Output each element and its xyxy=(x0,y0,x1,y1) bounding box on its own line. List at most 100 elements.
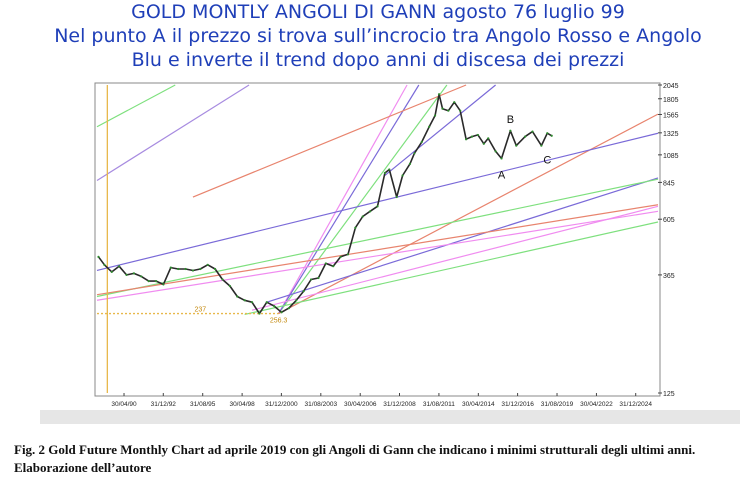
x-tick-label: 31/08/95 xyxy=(190,401,216,408)
gann-line-8 xyxy=(96,132,659,272)
price-point xyxy=(302,290,305,293)
price-series-group xyxy=(97,93,553,315)
gold-gann-chart: 125 365 605 845 1085 1325 1565 1805 2045 30/04/9… xyxy=(94,82,679,408)
price-point xyxy=(191,269,195,272)
gann-line-4 xyxy=(278,84,420,314)
price-point xyxy=(361,215,364,218)
annotation-C: C xyxy=(543,155,551,167)
y-tick-label: 1085 xyxy=(663,153,679,160)
annotation-A: A xyxy=(498,169,506,181)
gann-line-2 xyxy=(278,84,408,314)
y-tick-label: 1325 xyxy=(663,131,679,138)
price-point xyxy=(147,280,150,283)
price-point xyxy=(459,109,462,112)
price-point xyxy=(388,168,391,171)
price-point xyxy=(228,284,231,288)
price-point xyxy=(287,307,291,310)
x-tick-label: 31/08/2003 xyxy=(305,401,338,408)
price-point xyxy=(500,157,503,160)
price-point xyxy=(464,138,468,141)
price-point xyxy=(258,312,261,315)
price-point xyxy=(250,301,254,304)
price-point xyxy=(447,109,450,112)
y-tick-label: 125 xyxy=(663,391,675,398)
price-point xyxy=(339,255,342,258)
chart-title-line-1: GOLD MONTLY ANGOLI DI GANN agosto 76 lug… xyxy=(131,1,625,23)
x-tick-label: 31/12/2024 xyxy=(619,401,652,408)
figure-caption: Fig. 2 Gold Future Monthly Chart ad apri… xyxy=(14,442,696,475)
price-point xyxy=(280,311,283,314)
gann-line-14 xyxy=(244,221,659,316)
gann-lines-group xyxy=(96,84,659,316)
price-point xyxy=(487,137,490,140)
price-point xyxy=(482,142,485,145)
price-point xyxy=(295,299,298,302)
gann-line-0 xyxy=(96,84,176,128)
gann-line-9 xyxy=(266,177,659,303)
price-point xyxy=(221,278,224,281)
price-point xyxy=(236,295,239,298)
price-point xyxy=(140,275,143,278)
y-tick-label: 605 xyxy=(663,217,675,224)
y-tick-label: 365 xyxy=(663,273,675,280)
gann-line-6 xyxy=(192,84,467,198)
price-point xyxy=(531,130,534,133)
price-point xyxy=(317,276,320,280)
gann-line-1 xyxy=(96,84,250,181)
price-point xyxy=(420,140,423,144)
price-point xyxy=(125,273,128,277)
x-tick-label: 30/04/2006 xyxy=(344,401,377,408)
price-point xyxy=(154,280,158,283)
price-point xyxy=(515,144,518,147)
y-tick-label: 845 xyxy=(663,180,675,187)
gann-line-10 xyxy=(96,178,659,298)
price-point xyxy=(354,226,357,229)
price-point xyxy=(169,266,172,269)
price-point xyxy=(332,265,335,268)
price-point xyxy=(428,125,431,128)
gann-line-5 xyxy=(278,113,659,315)
price-point xyxy=(441,107,444,110)
y-tick-label: 1805 xyxy=(663,97,679,104)
gann-line-3 xyxy=(278,84,448,314)
chart-title-line-3: Blu e inverte il trend dopo anni di disc… xyxy=(131,49,625,71)
price-point xyxy=(265,301,268,304)
price-point xyxy=(453,101,456,104)
price-point xyxy=(214,267,217,271)
price-point xyxy=(97,255,100,258)
price-point xyxy=(369,210,372,213)
x-axis: 30/04/90 31/12/92 31/08/95 30/04/98 31/12/20… xyxy=(111,393,652,408)
reference-lines-group xyxy=(97,85,279,393)
price-point xyxy=(550,134,553,137)
price-point xyxy=(324,262,327,265)
price-point xyxy=(132,272,136,275)
gann-line-12 xyxy=(96,210,659,301)
price-point xyxy=(401,174,404,177)
price-point xyxy=(162,283,165,286)
price-point xyxy=(376,205,379,208)
price-point xyxy=(184,267,187,271)
annotation-237: 237 xyxy=(194,307,206,314)
plot-area xyxy=(94,82,661,397)
x-tick-label: 31/12/2016 xyxy=(501,401,534,408)
gann-line-11 xyxy=(96,204,659,296)
x-tick-label: 31/12/2008 xyxy=(383,401,416,408)
price-point xyxy=(110,270,113,274)
x-tick-label: 30/04/2014 xyxy=(462,401,495,408)
price-point xyxy=(494,150,497,153)
price-point xyxy=(177,267,180,271)
chart-title-line-2: Nel punto A il prezzo si trova sull’incr… xyxy=(54,25,702,47)
price-point xyxy=(273,305,276,308)
price-point xyxy=(408,162,412,165)
price-point xyxy=(395,195,398,199)
price-point xyxy=(243,299,246,302)
price-point xyxy=(118,265,121,268)
annotations-group: A B C 237 256.3 xyxy=(194,114,551,325)
x-tick-label: 31/08/2011 xyxy=(423,401,455,408)
gann-line-7 xyxy=(384,84,496,176)
x-tick-label: 31/08/2019 xyxy=(541,401,574,408)
price-point xyxy=(437,93,441,96)
annotation-256.3: 256.3 xyxy=(270,318,288,325)
x-tick-label: 30/04/2022 xyxy=(580,401,613,408)
x-tick-label: 30/04/98 xyxy=(229,401,255,408)
